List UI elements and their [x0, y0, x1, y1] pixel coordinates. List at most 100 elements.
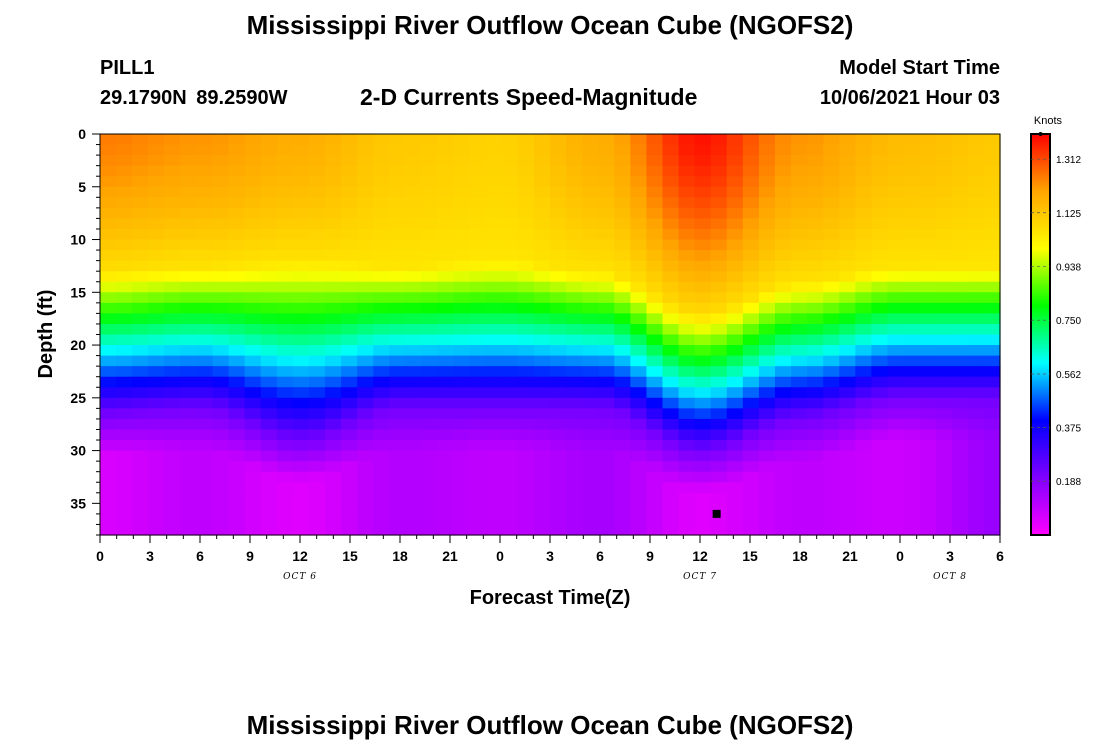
heatmap-cell	[823, 408, 840, 420]
heatmap-cell	[421, 207, 439, 220]
heatmap-cell	[276, 239, 294, 251]
heatmap-cell	[694, 260, 712, 272]
heatmap-cell	[630, 292, 648, 304]
heatmap-cell	[919, 513, 937, 526]
heatmap-cell	[983, 144, 1001, 156]
heatmap-cell	[791, 292, 808, 304]
heatmap-cell	[292, 323, 310, 336]
heatmap-cell	[389, 176, 406, 188]
heatmap-cell	[501, 271, 519, 283]
heatmap-cell	[775, 492, 792, 504]
heatmap-cell	[951, 250, 969, 262]
x-tick-label: 15	[342, 548, 358, 564]
heatmap-cell	[437, 503, 455, 515]
heatmap-cell	[550, 503, 567, 515]
heatmap-cell	[855, 197, 873, 209]
heatmap-cell	[389, 440, 406, 452]
heatmap-cell	[742, 461, 760, 473]
heatmap-cell	[100, 345, 117, 357]
heatmap-cell	[260, 186, 278, 198]
heatmap-cell	[646, 440, 664, 452]
heatmap-cell	[164, 461, 181, 473]
heatmap-cell	[919, 418, 937, 431]
heatmap-cell	[871, 524, 889, 536]
heatmap-cell	[389, 302, 406, 314]
heatmap-cell	[100, 313, 117, 325]
heatmap-cell	[421, 144, 439, 156]
heatmap-cell	[694, 165, 712, 177]
heatmap-cell	[308, 366, 326, 378]
heatmap-cell	[196, 302, 214, 314]
heatmap-cell	[453, 418, 471, 431]
heatmap-cell	[357, 323, 374, 336]
heatmap-cell	[196, 345, 214, 357]
heatmap-cell	[308, 418, 326, 431]
heatmap-cell	[582, 292, 599, 304]
heatmap-cell	[807, 155, 824, 167]
heatmap-cell	[566, 144, 583, 156]
heatmap-cell	[951, 176, 969, 188]
heatmap-cell	[308, 250, 326, 262]
heatmap-cell	[903, 186, 921, 198]
heatmap-cell	[212, 313, 230, 325]
heatmap-cell	[967, 228, 985, 241]
heatmap-cell	[614, 397, 631, 409]
heatmap-cell	[951, 144, 969, 156]
heatmap-cell	[742, 218, 760, 230]
heatmap-cell	[839, 218, 856, 230]
heatmap-cell	[341, 292, 358, 304]
heatmap-cell	[148, 418, 165, 431]
heatmap-cell	[646, 228, 664, 241]
x-tick-label: 9	[246, 548, 254, 564]
heatmap-cell	[791, 313, 808, 325]
heatmap-cell	[662, 165, 680, 177]
heatmap-cell	[855, 450, 873, 462]
heatmap-cell	[517, 250, 535, 262]
heatmap-cell	[405, 313, 423, 325]
heatmap-cell	[726, 250, 744, 262]
heatmap-cell	[935, 323, 953, 336]
heatmap-cell	[710, 239, 728, 251]
heatmap-cell	[341, 471, 358, 483]
heatmap-cell	[614, 471, 631, 483]
heatmap-cell	[775, 376, 792, 388]
heatmap-cell	[630, 250, 648, 262]
heatmap-cell	[871, 397, 889, 409]
heatmap-cell	[260, 239, 278, 251]
heatmap-cell	[228, 218, 246, 230]
heatmap-cell	[550, 323, 567, 336]
heatmap-cell	[164, 250, 181, 262]
heatmap-cell	[421, 387, 439, 399]
heatmap-cell	[116, 376, 133, 388]
heatmap-cell	[437, 228, 455, 241]
heatmap-cell	[132, 450, 149, 462]
heatmap-cell	[791, 218, 808, 230]
heatmap-cell	[646, 271, 664, 283]
heatmap-cell	[292, 302, 310, 314]
heatmap-cell	[871, 250, 889, 262]
heatmap-cell	[614, 302, 631, 314]
heatmap-cell	[791, 513, 808, 526]
heatmap-cell	[678, 218, 696, 230]
x-tick-label: 9	[646, 548, 654, 564]
heatmap-cell	[839, 165, 856, 177]
heatmap-cell	[646, 197, 664, 209]
heatmap-cell	[357, 524, 374, 536]
heatmap-cell	[710, 260, 728, 272]
heatmap-cell	[678, 292, 696, 304]
heatmap-cell	[775, 461, 792, 473]
heatmap-cell	[100, 503, 117, 515]
heatmap-cell	[742, 260, 760, 272]
heatmap-cell	[855, 155, 873, 167]
heatmap-cell	[421, 492, 439, 504]
heatmap-cell	[935, 271, 953, 283]
heatmap-cell	[662, 345, 680, 357]
x-tick-label: 21	[842, 548, 858, 564]
heatmap-cell	[742, 524, 760, 536]
heatmap-cell	[710, 524, 728, 536]
heatmap-cell	[341, 355, 358, 367]
heatmap-cell	[855, 260, 873, 272]
heatmap-cell	[164, 418, 181, 431]
heatmap-cell	[533, 366, 551, 378]
heatmap-cell	[164, 397, 181, 409]
